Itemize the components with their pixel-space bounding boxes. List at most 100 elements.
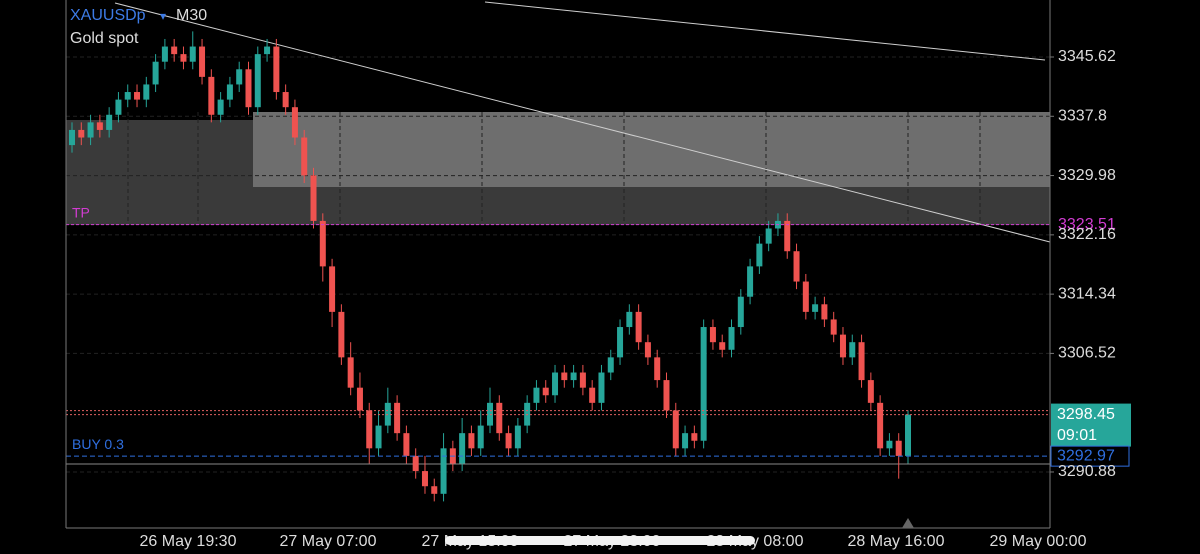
candle-body xyxy=(617,327,624,358)
candle-body xyxy=(589,387,596,403)
candle-body xyxy=(171,46,178,55)
candle-body xyxy=(69,129,75,146)
candle-body xyxy=(607,357,614,373)
candle-body xyxy=(403,433,410,456)
x-tick-label: 27 May 07:00 xyxy=(280,533,377,550)
candle-body xyxy=(208,76,215,115)
y-tick-label: 3337.8 xyxy=(1058,108,1107,125)
price-value: 3298.45 xyxy=(1057,406,1115,423)
candle-body xyxy=(905,414,911,456)
candle-body xyxy=(375,425,382,449)
candle-body xyxy=(264,46,271,55)
candle-body xyxy=(347,357,354,388)
candle-body xyxy=(459,433,466,464)
candle-body xyxy=(421,471,428,487)
trend-line xyxy=(484,1,1046,61)
price-box xyxy=(1051,403,1131,447)
candle-body xyxy=(217,99,224,115)
candle-body xyxy=(505,433,512,449)
candle-body xyxy=(691,433,698,441)
candle-body xyxy=(877,402,884,449)
candle-body xyxy=(366,410,373,449)
candle-body xyxy=(152,61,159,85)
symbol[interactable]: XAUUSDp xyxy=(70,7,146,24)
candle-body xyxy=(189,46,196,62)
candle-body xyxy=(245,69,252,108)
candle-body xyxy=(756,243,763,267)
candle-body xyxy=(654,357,661,381)
candle-body xyxy=(199,46,206,77)
symbol-menu[interactable]: ▾ xyxy=(160,9,166,23)
candle-body xyxy=(793,251,800,282)
zones xyxy=(66,112,1050,225)
candle-body xyxy=(858,342,865,381)
trend-line xyxy=(114,2,1051,243)
candle-body xyxy=(672,410,679,449)
candle-body xyxy=(180,54,187,62)
candle-body xyxy=(356,387,363,411)
candle-body xyxy=(394,402,401,434)
candle-body xyxy=(886,440,893,449)
candle-body xyxy=(412,455,419,472)
candle-body xyxy=(867,380,874,403)
tp-price: 3323.51 xyxy=(1058,216,1116,233)
candle-body xyxy=(700,327,707,441)
countdown: 09:01 xyxy=(1057,427,1097,444)
candle-body xyxy=(477,425,484,449)
candle-body xyxy=(663,380,670,411)
candle-body xyxy=(514,425,521,449)
candle-body xyxy=(254,54,261,108)
candle-body xyxy=(106,114,113,130)
candle-body xyxy=(440,448,447,494)
candle-body xyxy=(542,387,549,396)
x-tick-label: 28 May 16:00 xyxy=(848,533,945,550)
y-tick-label: 3322.16 xyxy=(1058,226,1116,243)
candle-body xyxy=(552,372,559,396)
candle-body xyxy=(682,433,689,449)
candle-body xyxy=(812,304,819,312)
zone-light xyxy=(253,112,1050,187)
candle-body xyxy=(765,228,772,244)
candle-body xyxy=(561,372,568,381)
candle-body xyxy=(319,220,326,267)
scroll-bar[interactable] xyxy=(445,536,755,545)
candle-body xyxy=(839,334,846,358)
candle-body xyxy=(635,311,642,343)
timeframe[interactable]: M30 xyxy=(176,7,207,24)
candle-body xyxy=(802,281,809,312)
tp-label: TP xyxy=(72,204,90,220)
candle-body xyxy=(849,342,856,358)
buy-price-box xyxy=(1050,445,1130,467)
y-tick-label: 3345.62 xyxy=(1058,48,1116,65)
candle-body xyxy=(728,327,735,350)
candle-body xyxy=(310,175,317,221)
candle-body xyxy=(143,84,150,100)
candle-body xyxy=(626,311,633,328)
candle-body xyxy=(226,84,233,100)
candle-body xyxy=(719,342,726,350)
candle-body xyxy=(115,99,122,115)
candle-body xyxy=(78,129,85,138)
x-tick-label: 26 May 19:30 xyxy=(140,533,237,550)
candle-body xyxy=(895,440,902,456)
candle-body xyxy=(737,296,744,328)
candle-body xyxy=(291,107,298,138)
candle-body xyxy=(329,266,336,312)
candle-body xyxy=(124,92,131,100)
buy-label: BUY 0.3 xyxy=(72,436,124,452)
x-tick-label: 29 May 00:00 xyxy=(990,533,1087,550)
buy-price: 3292.97 xyxy=(1057,447,1115,464)
candle-body xyxy=(747,266,754,297)
y-tick-label: 3306.52 xyxy=(1058,345,1116,362)
candle-body xyxy=(644,342,651,358)
candle-body xyxy=(282,92,289,108)
candle-body xyxy=(96,122,103,130)
scroll-marker xyxy=(902,518,914,528)
candle-body xyxy=(468,433,475,449)
candle-body xyxy=(709,327,716,343)
tp-price-box xyxy=(1051,214,1129,235)
candle-body xyxy=(338,311,345,358)
subtitle: Gold spot xyxy=(70,30,139,47)
